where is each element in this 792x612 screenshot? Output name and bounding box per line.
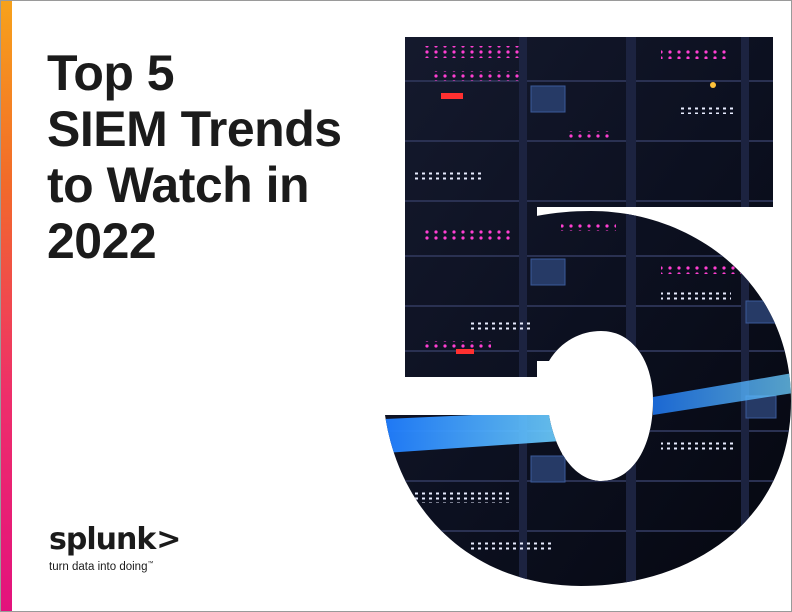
title-line-1: Top 5 bbox=[47, 45, 175, 101]
trademark-mark: ™ bbox=[147, 561, 154, 568]
rack-photo-layer bbox=[385, 37, 791, 586]
gradient-accent-bar bbox=[1, 1, 12, 611]
chevron-right-icon: > bbox=[156, 522, 182, 557]
cover-title: Top 5 SIEM Trends to Watch in 2022 bbox=[47, 45, 407, 269]
title-line-3: to Watch in bbox=[47, 157, 310, 213]
brand-wordmark: splunk bbox=[49, 522, 156, 557]
tagline-text: turn data into doing bbox=[49, 561, 148, 573]
splunk-logo: splunk> turn data into doing™ bbox=[49, 523, 249, 583]
title-line-4: 2022 bbox=[47, 213, 157, 269]
title-line-2: SIEM Trends bbox=[47, 101, 342, 157]
brand-tagline: turn data into doing™ bbox=[49, 561, 249, 573]
